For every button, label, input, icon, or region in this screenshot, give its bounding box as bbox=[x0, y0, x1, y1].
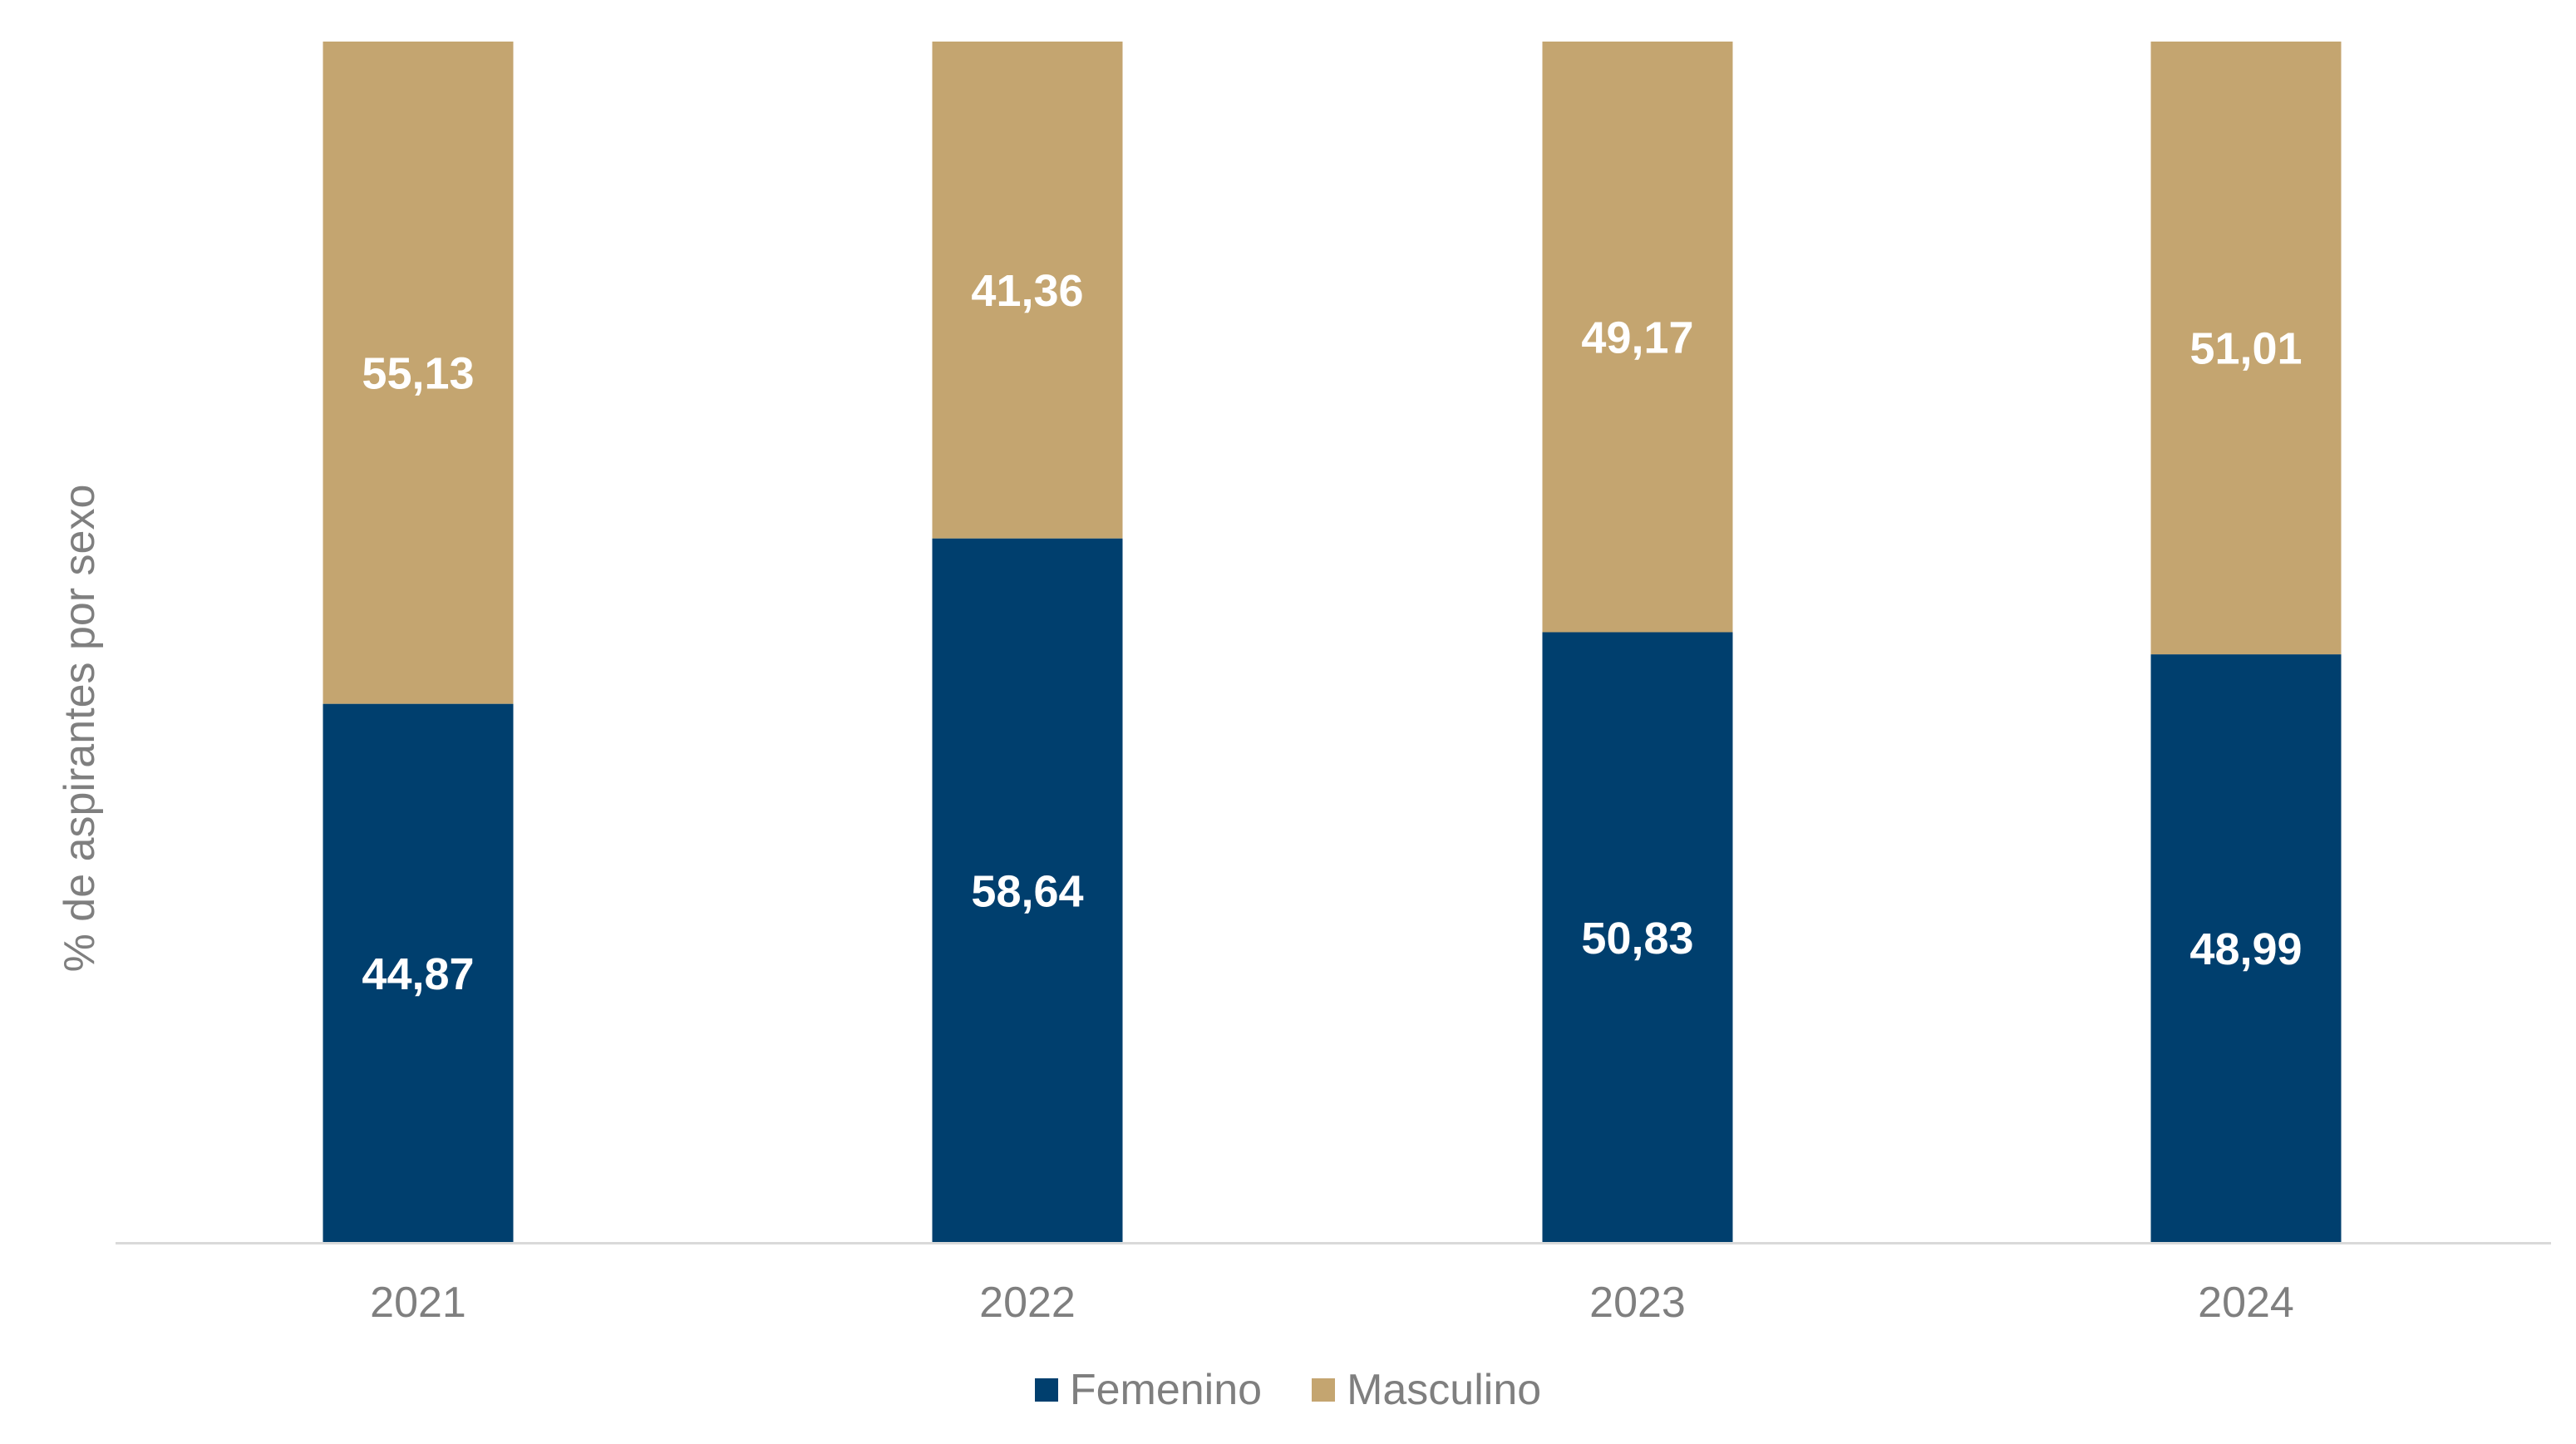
bar-femenino-2022 bbox=[932, 538, 1123, 1243]
data-label-femenino-2022: 58,64 bbox=[971, 866, 1083, 916]
data-label-masculino-2024: 51,01 bbox=[2189, 324, 2302, 374]
data-label-femenino-2024: 48,99 bbox=[2189, 924, 2302, 974]
bar-masculino-2024 bbox=[2150, 42, 2342, 655]
data-label-masculino-2021: 55,13 bbox=[362, 348, 474, 398]
y-axis-label: % de aspirantes por sexo bbox=[56, 484, 104, 973]
legend-swatch-femenino bbox=[1034, 1378, 1058, 1402]
bar-masculino-2022 bbox=[932, 42, 1123, 539]
legend-swatch-masculino bbox=[1312, 1378, 1336, 1402]
data-label-femenino-2023: 50,83 bbox=[1581, 914, 1693, 963]
x-tick-label-2024: 2024 bbox=[2198, 1279, 2294, 1327]
legend: Femenino Masculino bbox=[0, 1365, 2576, 1415]
legend-label-masculino: Masculino bbox=[1347, 1366, 1542, 1414]
legend-label-femenino: Femenino bbox=[1069, 1366, 1263, 1414]
x-tick-label-2021: 2021 bbox=[370, 1279, 466, 1327]
bar-femenino-2023 bbox=[1542, 632, 1733, 1243]
bar-masculino-2021 bbox=[323, 42, 514, 704]
data-label-masculino-2023: 49,17 bbox=[1581, 313, 1693, 362]
data-label-femenino-2021: 44,87 bbox=[362, 949, 474, 999]
bar-masculino-2023 bbox=[1542, 42, 1733, 633]
legend-item-femenino: Femenino bbox=[1034, 1365, 1263, 1415]
x-tick-label-2023: 2023 bbox=[1589, 1279, 1686, 1327]
legend-item-masculino: Masculino bbox=[1312, 1365, 1541, 1415]
bar-femenino-2021 bbox=[323, 703, 514, 1243]
bar-femenino-2024 bbox=[2150, 654, 2342, 1243]
data-label-masculino-2022: 41,36 bbox=[971, 266, 1083, 316]
x-tick-label-2022: 2022 bbox=[979, 1279, 1076, 1327]
